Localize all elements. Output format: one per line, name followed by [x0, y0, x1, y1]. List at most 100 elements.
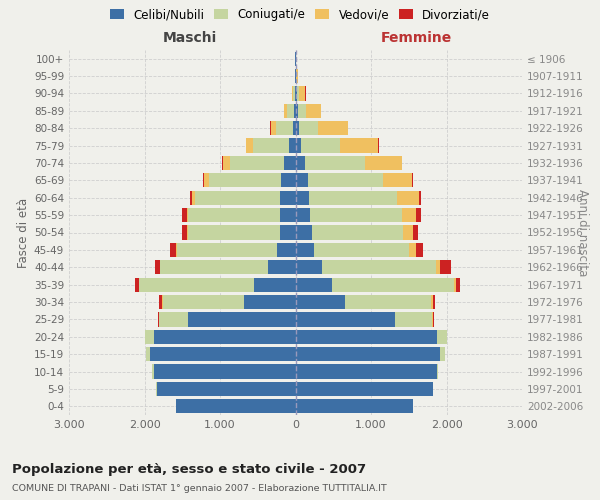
Bar	[154, 364, 296, 378]
Bar	[268, 260, 296, 274]
Bar	[176, 399, 296, 413]
Bar	[296, 347, 440, 362]
Bar	[305, 104, 322, 118]
Bar	[437, 364, 438, 378]
Bar	[195, 190, 280, 205]
Bar	[155, 260, 160, 274]
Bar	[163, 295, 244, 309]
Bar	[413, 226, 418, 239]
Bar	[296, 260, 322, 274]
Bar	[310, 208, 401, 222]
Bar	[314, 243, 409, 257]
Bar	[156, 382, 157, 396]
Bar	[310, 190, 397, 205]
Bar	[296, 399, 413, 413]
Bar	[204, 173, 209, 188]
Bar	[281, 173, 296, 188]
Bar	[293, 121, 296, 136]
Bar	[312, 226, 403, 239]
Bar	[145, 330, 154, 344]
Bar	[223, 156, 230, 170]
Bar	[187, 226, 188, 239]
Bar	[296, 173, 308, 188]
Bar	[287, 104, 294, 118]
Bar	[246, 138, 253, 152]
Bar	[296, 382, 433, 396]
Bar	[289, 138, 296, 152]
Bar	[139, 278, 254, 292]
Bar	[296, 330, 437, 344]
Bar	[284, 156, 296, 170]
Bar	[280, 226, 296, 239]
Bar	[346, 295, 431, 309]
Bar	[296, 364, 437, 378]
Bar	[190, 190, 192, 205]
Bar	[292, 86, 293, 101]
Y-axis label: Fasce di età: Fasce di età	[17, 198, 30, 268]
Bar	[457, 278, 460, 292]
Bar	[296, 156, 305, 170]
Bar	[397, 190, 419, 205]
Bar	[416, 243, 423, 257]
Bar	[436, 260, 440, 274]
Bar	[293, 86, 295, 101]
Bar	[160, 260, 268, 274]
Bar	[284, 104, 287, 118]
Bar	[403, 226, 413, 239]
Bar	[188, 312, 296, 326]
Bar	[170, 243, 176, 257]
Bar	[296, 86, 299, 101]
Bar	[296, 312, 395, 326]
Bar	[454, 278, 457, 292]
Bar	[271, 121, 276, 136]
Bar	[319, 121, 348, 136]
Bar	[298, 104, 305, 118]
Bar	[299, 121, 319, 136]
Text: Maschi: Maschi	[163, 31, 217, 45]
Bar	[276, 121, 293, 136]
Bar	[296, 278, 332, 292]
Bar	[440, 347, 445, 362]
Bar	[305, 156, 365, 170]
Bar	[209, 173, 281, 188]
Bar	[296, 295, 346, 309]
Bar	[419, 190, 421, 205]
Bar	[188, 226, 280, 239]
Y-axis label: Anni di nascita: Anni di nascita	[576, 189, 589, 276]
Bar	[296, 208, 310, 222]
Bar	[433, 312, 434, 326]
Bar	[433, 295, 435, 309]
Bar	[277, 243, 296, 257]
Bar	[296, 138, 301, 152]
Bar	[157, 382, 296, 396]
Bar	[160, 295, 162, 309]
Bar	[150, 347, 296, 362]
Bar	[152, 364, 154, 378]
Bar	[134, 278, 139, 292]
Bar	[412, 173, 413, 188]
Bar	[365, 156, 401, 170]
Bar	[401, 208, 416, 222]
Bar	[295, 86, 296, 101]
Bar	[395, 312, 432, 326]
Bar	[440, 260, 451, 274]
Bar	[308, 173, 383, 188]
Bar	[340, 138, 379, 152]
Bar	[296, 243, 314, 257]
Bar	[322, 260, 436, 274]
Bar	[159, 312, 188, 326]
Bar	[301, 138, 340, 152]
Bar	[401, 156, 403, 170]
Bar	[296, 190, 310, 205]
Bar	[296, 121, 299, 136]
Bar	[416, 208, 421, 222]
Bar	[299, 86, 305, 101]
Text: Popolazione per età, sesso e stato civile - 2007: Popolazione per età, sesso e stato civil…	[12, 462, 366, 475]
Bar	[188, 208, 280, 222]
Bar	[177, 243, 277, 257]
Bar	[296, 69, 298, 83]
Text: COMUNE DI TRAPANI - Dati ISTAT 1° gennaio 2007 - Elaborazione TUTTITALIA.IT: COMUNE DI TRAPANI - Dati ISTAT 1° gennai…	[12, 484, 387, 493]
Bar	[296, 104, 298, 118]
Bar	[280, 208, 296, 222]
Bar	[176, 243, 177, 257]
